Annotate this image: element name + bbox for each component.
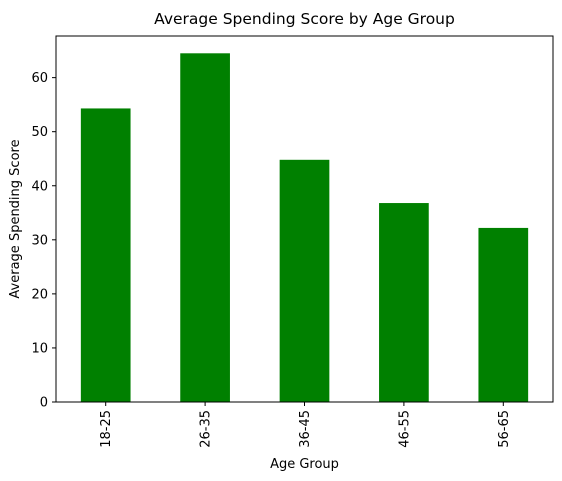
- y-tick-label: 10: [31, 341, 48, 356]
- x-tick-label: 26-35: [199, 410, 214, 448]
- x-tick-label: 46-55: [397, 410, 412, 448]
- bar-26-35: [180, 53, 230, 402]
- y-tick-label: 60: [31, 71, 48, 86]
- x-axis: 18-25 26-35 36-45 46-55 56-65: [99, 402, 512, 448]
- x-tick-label: 18-25: [99, 410, 114, 448]
- y-axis: 0 10 20 30 40 50 60: [31, 71, 56, 411]
- chart-title: Average Spending Score by Age Group: [154, 10, 455, 28]
- x-tick-label: 56-65: [497, 410, 512, 448]
- y-tick-label: 20: [31, 287, 48, 302]
- bar-56-65: [478, 227, 529, 402]
- y-axis-title: Average Spending Score: [8, 139, 23, 298]
- bar-46-55: [379, 203, 429, 402]
- y-tick-label: 50: [31, 125, 48, 140]
- bar-18-25: [80, 108, 131, 403]
- y-tick-label: 40: [31, 179, 48, 194]
- bars-group: [80, 53, 529, 403]
- x-tick-label: 36-45: [298, 410, 313, 448]
- x-axis-title: Age Group: [270, 457, 339, 472]
- y-tick-label: 30: [31, 233, 48, 248]
- y-tick-label: 0: [40, 396, 48, 411]
- plot-frame: [55, 35, 554, 403]
- bar-36-45: [279, 159, 330, 402]
